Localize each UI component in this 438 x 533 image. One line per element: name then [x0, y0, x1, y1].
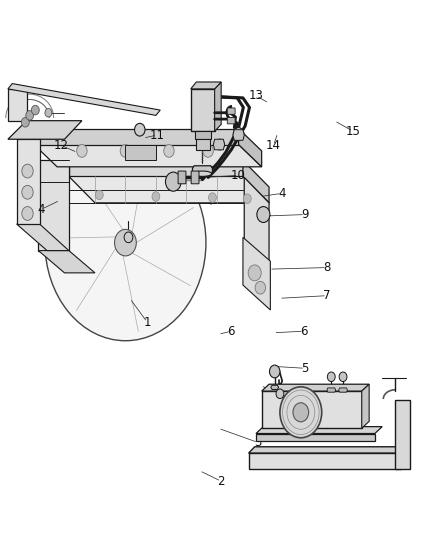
Polygon shape [261, 384, 369, 391]
Circle shape [166, 172, 181, 191]
Text: 13: 13 [248, 89, 263, 102]
Circle shape [21, 117, 29, 127]
Polygon shape [8, 84, 160, 115]
Polygon shape [213, 139, 225, 150]
Text: 15: 15 [346, 125, 360, 138]
Circle shape [77, 144, 87, 157]
Circle shape [164, 144, 174, 157]
Circle shape [248, 265, 261, 281]
Text: 4: 4 [279, 187, 286, 200]
Polygon shape [125, 144, 156, 160]
Polygon shape [249, 453, 401, 469]
Polygon shape [215, 82, 221, 131]
Circle shape [215, 139, 224, 150]
Polygon shape [249, 447, 407, 453]
Text: 6: 6 [227, 325, 235, 338]
Circle shape [276, 389, 284, 399]
Text: 9: 9 [301, 208, 309, 221]
Circle shape [45, 109, 52, 117]
Polygon shape [192, 166, 212, 174]
Polygon shape [8, 89, 27, 120]
Circle shape [124, 232, 133, 243]
Circle shape [280, 387, 322, 438]
Polygon shape [395, 400, 410, 469]
Text: 10: 10 [231, 169, 246, 182]
Polygon shape [196, 139, 210, 150]
Polygon shape [69, 160, 243, 176]
Circle shape [22, 164, 33, 178]
FancyBboxPatch shape [227, 117, 235, 124]
Polygon shape [243, 160, 269, 203]
Text: 11: 11 [150, 128, 165, 141]
Text: 2: 2 [217, 475, 225, 488]
Circle shape [255, 281, 265, 294]
Polygon shape [327, 388, 336, 392]
Text: 8: 8 [323, 261, 331, 274]
FancyBboxPatch shape [191, 171, 199, 184]
Circle shape [26, 111, 34, 120]
Circle shape [134, 123, 145, 136]
Text: 1: 1 [143, 316, 151, 329]
Text: 7: 7 [323, 289, 331, 302]
Polygon shape [271, 385, 279, 390]
Text: 14: 14 [266, 139, 281, 152]
Circle shape [115, 229, 136, 256]
Text: 3: 3 [254, 436, 262, 449]
Circle shape [327, 372, 335, 382]
Polygon shape [17, 224, 69, 251]
Text: 5: 5 [301, 362, 309, 375]
Polygon shape [244, 177, 269, 285]
Polygon shape [233, 130, 244, 140]
FancyBboxPatch shape [178, 171, 186, 184]
Polygon shape [17, 139, 40, 224]
Circle shape [22, 207, 33, 220]
Polygon shape [8, 120, 82, 139]
FancyBboxPatch shape [227, 108, 235, 114]
Polygon shape [339, 388, 347, 392]
Polygon shape [256, 433, 375, 441]
Polygon shape [239, 128, 261, 167]
Polygon shape [191, 82, 221, 89]
Circle shape [95, 190, 103, 200]
Polygon shape [191, 89, 215, 131]
Polygon shape [39, 160, 69, 251]
Polygon shape [256, 426, 382, 433]
Circle shape [208, 193, 216, 203]
Circle shape [233, 127, 244, 140]
Polygon shape [34, 144, 261, 167]
Text: 12: 12 [54, 139, 69, 152]
Circle shape [22, 185, 33, 199]
Polygon shape [243, 237, 270, 310]
Circle shape [244, 194, 251, 204]
Polygon shape [261, 391, 362, 428]
Circle shape [32, 106, 39, 115]
Circle shape [45, 144, 206, 341]
Text: 6: 6 [300, 325, 307, 338]
Polygon shape [39, 251, 95, 273]
Circle shape [152, 192, 160, 201]
Text: 4: 4 [283, 389, 290, 401]
Circle shape [293, 403, 309, 422]
Circle shape [203, 144, 213, 157]
Polygon shape [34, 128, 239, 144]
Polygon shape [195, 131, 211, 139]
Polygon shape [362, 384, 369, 428]
Circle shape [120, 144, 131, 157]
Text: 4: 4 [38, 203, 45, 216]
Circle shape [339, 372, 347, 382]
Circle shape [269, 365, 280, 378]
Polygon shape [69, 176, 269, 203]
Circle shape [257, 207, 270, 222]
Ellipse shape [193, 171, 212, 176]
